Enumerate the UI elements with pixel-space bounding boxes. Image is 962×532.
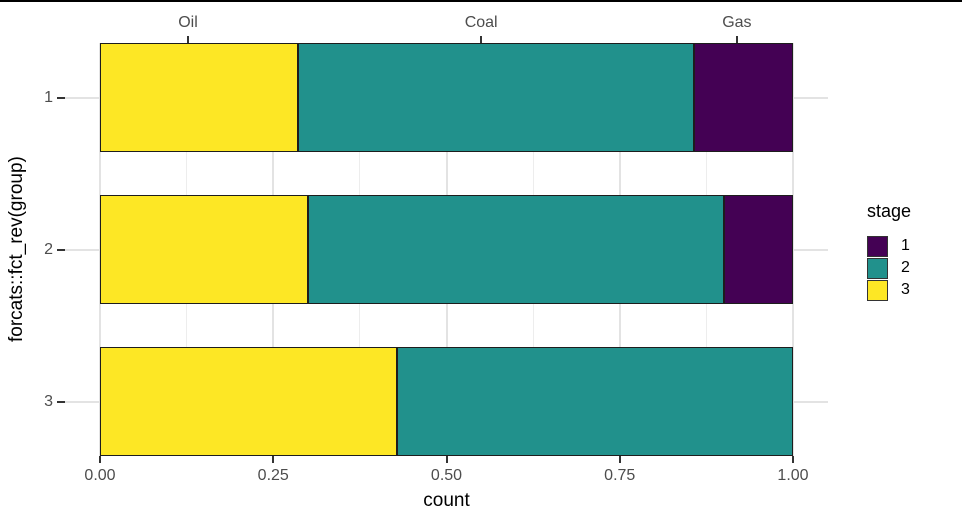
bar-segment-stage-2 [298,43,694,152]
legend-entry-3: 3 [867,279,911,301]
legend-entry-label: 2 [901,259,910,276]
bar-segment-stage-1 [723,195,793,304]
top-axis-tick [187,36,189,43]
legend: stage 1 2 3 [867,201,911,301]
window-top-border [0,0,962,2]
x-axis-tick [792,456,794,463]
y-axis-tick [57,96,65,99]
top-axis-label: Coal [464,14,498,31]
bar-segment-stage-1 [693,43,793,152]
legend-swatch-icon [867,257,888,279]
legend-entry-label: 3 [901,281,910,298]
top-axis-label: Gas [722,14,752,31]
x-axis-tick [618,456,621,463]
y-axis-tick-label: 1 [44,88,53,106]
top-axis-tick [480,36,483,43]
y-axis-tick-label: 3 [44,392,53,410]
x-axis-tick-label: 0.00 [84,467,116,484]
x-axis-tick-label: 0.25 [257,467,289,484]
x-axis-title: count [423,490,470,511]
y-axis-tick [57,248,65,251]
legend-entry-label: 1 [901,237,910,254]
x-axis-tick [272,456,275,463]
x-axis-tick-label: 0.75 [604,467,636,484]
legend-entry-1: 1 [867,235,911,257]
top-axis-label: Oil [178,14,198,31]
x-axis-tick-label: 1.00 [777,467,809,484]
y-axis-tick [57,400,65,403]
legend-entry-2: 2 [867,257,911,279]
bar-segment-stage-3 [100,195,308,304]
bar-segment-stage-2 [307,195,724,304]
x-axis-tick [445,456,448,463]
bar-segment-stage-2 [397,347,793,456]
legend-swatch-icon [867,279,888,301]
legend-swatch-icon [867,235,888,257]
y-axis-title: forcats::fct_rev(group) [6,156,27,343]
bar-segment-stage-3 [100,347,398,456]
top-axis-tick [735,36,738,43]
bar-segment-stage-3 [100,43,299,152]
legend-keys: 1 2 3 [867,235,911,301]
y-axis-tick-label: 2 [44,240,53,258]
x-axis-tick [99,456,101,463]
legend-title: stage [867,201,912,221]
x-axis-tick-label: 0.50 [430,467,463,484]
